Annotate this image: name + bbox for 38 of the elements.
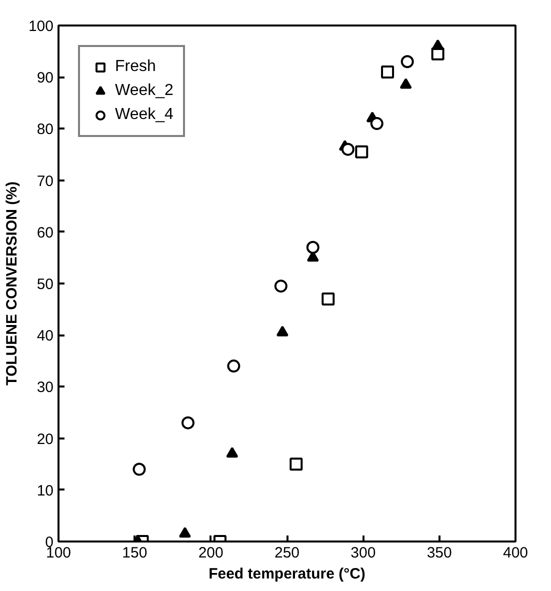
point <box>226 447 238 458</box>
point <box>178 526 191 538</box>
x-tick-label: 150 <box>122 544 148 562</box>
point <box>290 458 303 471</box>
y-tick-label: 80 <box>36 121 54 138</box>
x-tick-label: 200 <box>198 544 224 562</box>
y-tick-label: 10 <box>36 482 54 500</box>
x-tick-label: 350 <box>426 544 452 562</box>
point <box>400 78 412 89</box>
point <box>306 240 320 254</box>
legend-label: Week_2 <box>115 82 174 100</box>
point <box>381 65 394 78</box>
y-tick-label: 90 <box>36 70 54 87</box>
x-tick-label: 400 <box>502 544 528 562</box>
point <box>370 117 384 130</box>
legend-label: Week_4 <box>115 106 174 124</box>
y-tick-label: 20 <box>36 430 54 448</box>
y-tick-label: 60 <box>36 224 54 242</box>
legend-label: Fresh <box>115 58 156 76</box>
x-axis-title: Feed temperature (°C) <box>208 566 366 582</box>
x-tick-label: 250 <box>274 544 300 562</box>
point <box>227 360 240 373</box>
point <box>181 416 194 430</box>
point <box>276 326 288 336</box>
y-tick-label: 50 <box>36 276 54 293</box>
point <box>400 55 414 68</box>
y-tick-label: 100 <box>28 18 54 35</box>
point <box>341 142 354 156</box>
y-tick-label: 30 <box>36 379 54 396</box>
point <box>432 39 444 50</box>
point <box>274 280 288 293</box>
x-tick-label: 300 <box>350 544 376 562</box>
point <box>132 462 146 476</box>
y-tick-label: 70 <box>36 172 54 190</box>
point <box>322 292 335 306</box>
y-axis-title: TOLUENE CONVERSION (%) <box>3 182 20 386</box>
y-tick-label: 40 <box>36 328 54 345</box>
point <box>355 145 368 158</box>
